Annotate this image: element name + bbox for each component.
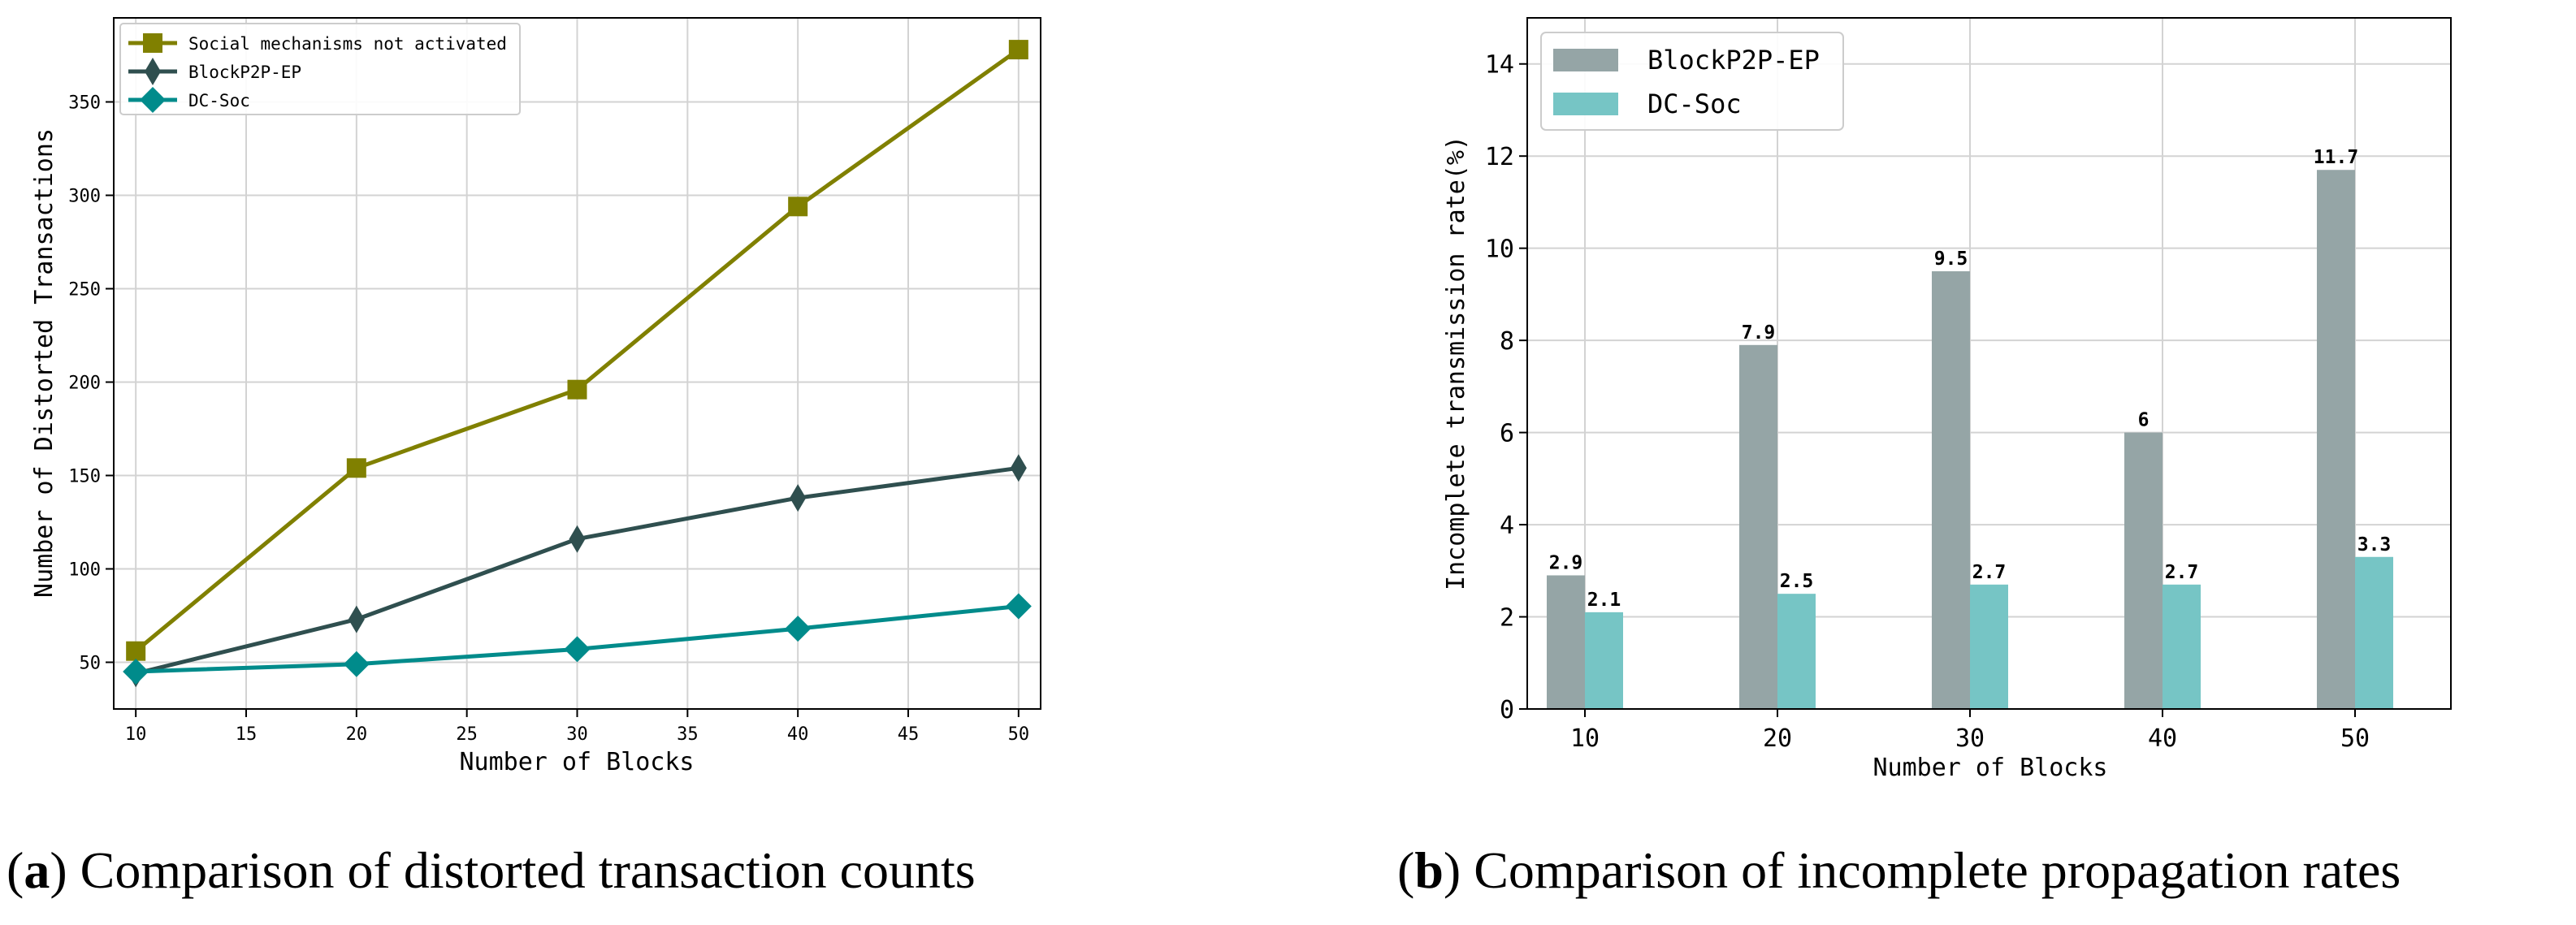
tick-label-y-b: 4 (1500, 512, 1514, 540)
data-label-b: 6 (2138, 410, 2150, 431)
bar-b-1 (2355, 556, 2393, 709)
data-point-a-0 (788, 197, 808, 217)
bar-b-1 (1970, 584, 2008, 709)
tick-label-y-a: 200 (68, 374, 101, 394)
data-label-b: 3.3 (2357, 534, 2392, 555)
bar-b-1 (2163, 584, 2201, 709)
caption-a: (a) Comparison of distorted transaction … (6, 841, 976, 899)
legend-label-b: DC-Soc (1647, 89, 1742, 119)
tick-label-x-b: 40 (2148, 724, 2177, 753)
bars-b: 2.9 7.9 9.5 6 11.7 2.1 2.5 2.7 2.7 3.3 (1547, 147, 2393, 710)
legend-marker-a (140, 87, 166, 113)
data-point-a-0 (346, 458, 366, 478)
tick-label-y-b: 6 (1500, 420, 1514, 448)
tick-label-y-b: 2 (1500, 604, 1514, 633)
data-label-b: 7.9 (1742, 322, 1776, 344)
legend-label-b: BlockP2P-EP (1647, 45, 1820, 76)
data-point-a-0 (126, 641, 146, 661)
tick-label-x-a: 15 (236, 724, 258, 745)
legend-a: Social mechanisms not activated BlockP2P-… (119, 23, 521, 115)
tick-label-x-a: 35 (677, 724, 699, 745)
bar-b-1 (1585, 612, 1623, 709)
tick-label-x-a: 30 (566, 724, 588, 745)
caption-b-text: Comparison of incomplete propagation rat… (1474, 841, 2401, 899)
tick-label-y-b: 8 (1500, 327, 1514, 356)
x-axis-label-a: Number of Blocks (460, 748, 695, 776)
tick-label-y-b: 10 (1485, 236, 1514, 264)
tick-label-y-b: 0 (1500, 696, 1514, 724)
data-point-a-2 (1005, 593, 1032, 620)
legend-label-a: DC-Soc (188, 91, 250, 110)
tick-label-x-a: 45 (898, 724, 920, 745)
tick-label-x-b: 50 (2340, 724, 2370, 753)
chart-a: 10 15 20 25 30 35 40 45 50 50 100 150 200 250 300 350 N… (30, 17, 1041, 776)
data-point-a-2 (564, 636, 591, 663)
tick-label-x-a: 50 (1008, 724, 1030, 745)
legend-label-a: BlockP2P-EP (188, 63, 301, 82)
tick-label-y-a: 250 (68, 280, 101, 300)
data-point-a-2 (343, 651, 370, 677)
legend-swatch-b (1553, 49, 1618, 71)
legend-marker-a (143, 33, 162, 53)
data-point-a-0 (1008, 40, 1028, 60)
data-label-b: 2.1 (1587, 590, 1621, 611)
tick-label-y-a: 350 (68, 93, 101, 114)
chart-b: 2.9 7.9 9.5 6 11.7 2.1 2.5 2.7 2.7 3.3 0 2 4 6 8 10 12 1… (1442, 17, 2452, 782)
bar-b-0 (1932, 271, 1970, 709)
bar-b-0 (1739, 344, 1777, 709)
data-label-b: 2.9 (1549, 552, 1583, 573)
data-label-b: 2.7 (2165, 562, 2199, 583)
legend-swatch-b (1553, 93, 1618, 115)
tick-label-x-b: 10 (1570, 724, 1600, 753)
legend-marker-a (145, 58, 161, 85)
caption-b: (b) Comparison of incomplete propagation… (1397, 841, 2401, 899)
bar-b-0 (1547, 575, 1585, 709)
data-point-a-2 (123, 659, 149, 685)
legend-label-a: Social mechanisms not activated (188, 34, 507, 54)
y-axis-label-a: Number of Distorted Transactions (30, 128, 58, 598)
tick-label-y-a: 300 (68, 187, 101, 207)
data-point-a-1 (790, 484, 807, 512)
legend-box-a (119, 23, 521, 115)
data-label-b: 2.5 (1780, 571, 1814, 592)
tick-label-x-a: 40 (787, 724, 809, 745)
data-point-a-2 (785, 616, 812, 642)
legend-b: BlockP2P-EP DC-Soc (1540, 32, 1844, 131)
series-lines-a (123, 40, 1032, 688)
tick-label-x-a: 20 (346, 724, 368, 745)
caption-a-text: Comparison of distorted transaction coun… (80, 841, 976, 899)
bar-b-0 (2317, 170, 2355, 710)
tick-label-x-a: 25 (456, 724, 478, 745)
tick-label-x-a: 10 (125, 724, 147, 745)
y-axis-label-b: Incomplete transmission rate(%) (1442, 136, 1470, 590)
grid-a (114, 18, 1041, 709)
data-point-a-1 (348, 605, 365, 633)
tick-label-x-b: 30 (1955, 724, 1985, 753)
tick-label-y-a: 50 (80, 654, 102, 674)
plot-frame-b (1526, 17, 2452, 710)
tick-label-y-a: 100 (68, 560, 101, 581)
tick-label-x-b: 20 (1763, 724, 1792, 753)
bar-b-1 (1777, 594, 1816, 709)
data-point-a-1 (1010, 454, 1027, 482)
x-axis-label-b: Number of Blocks (1873, 754, 2108, 782)
ticks-a: 10 15 20 25 30 35 40 45 50 50 100 150 200 250 300 350 (68, 93, 1029, 746)
tick-label-y-b: 14 (1485, 51, 1514, 80)
tick-label-y-a: 150 (68, 467, 101, 487)
data-point-a-0 (567, 379, 587, 400)
data-label-b: 9.5 (1934, 249, 1968, 270)
data-label-b: 2.7 (1972, 562, 2007, 583)
data-point-a-1 (569, 525, 586, 553)
bar-b-0 (2124, 432, 2163, 709)
tick-label-y-b: 12 (1485, 143, 1514, 171)
data-label-b: 11.7 (2314, 147, 2358, 168)
ticks-b: 0 2 4 6 8 10 12 14 10 20 30 40 50 (1485, 51, 2370, 753)
